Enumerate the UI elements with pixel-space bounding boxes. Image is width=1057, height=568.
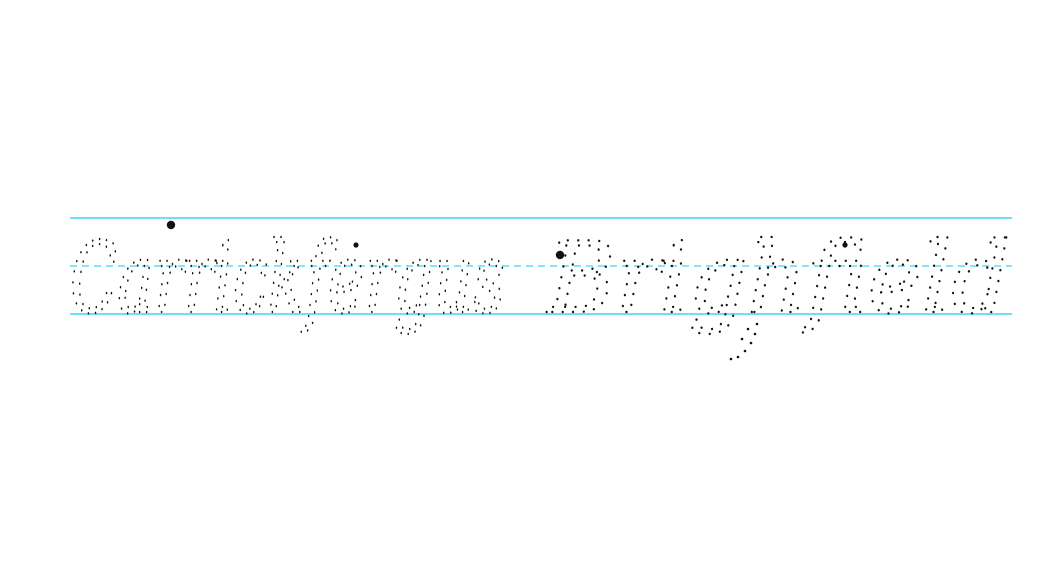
i-dot-carrickfergus: [353, 242, 359, 248]
guide-lines: [70, 217, 1012, 315]
trace-word-carrickfergus: Carrickfergus: [70, 222, 505, 336]
trace-word-brighfield: Brighfield: [546, 222, 1010, 336]
letter-i-dots: [353, 242, 848, 248]
descender-trace-g: [729, 322, 759, 361]
i-dot-brighfield: [842, 242, 848, 248]
start-dot-c: [166, 220, 176, 230]
stroke-start-markers: [166, 220, 565, 260]
start-dot-b: [555, 250, 565, 260]
